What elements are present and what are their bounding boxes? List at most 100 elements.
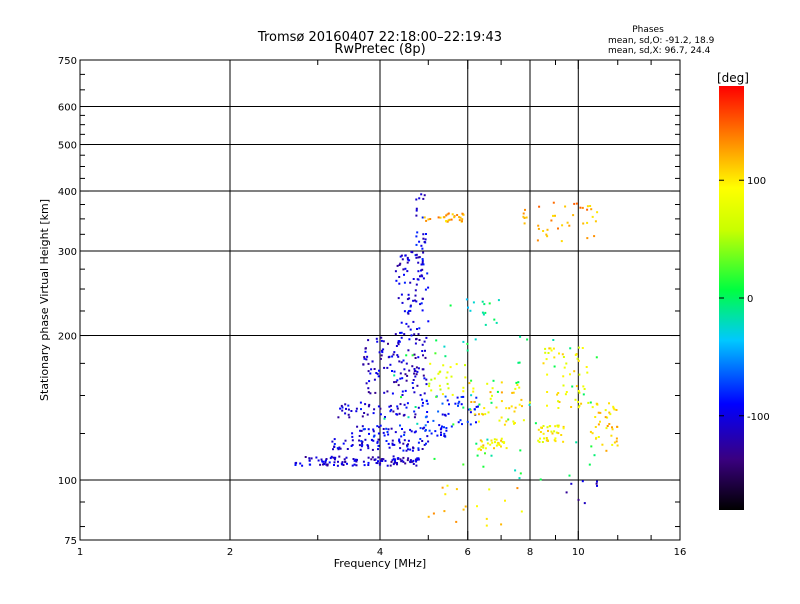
data-point — [505, 407, 508, 410]
data-point — [333, 438, 336, 441]
data-point — [362, 363, 365, 366]
data-point — [550, 430, 553, 433]
data-point — [405, 379, 408, 382]
data-point — [398, 282, 401, 285]
data-point — [500, 439, 503, 442]
data-point — [481, 300, 484, 303]
data-point — [419, 275, 421, 278]
data-point — [420, 269, 422, 272]
data-point — [439, 370, 442, 373]
data-point — [422, 263, 425, 266]
data-point — [367, 339, 370, 342]
data-point — [404, 267, 407, 270]
data-point — [393, 370, 396, 373]
data-point — [562, 356, 565, 358]
data-point — [370, 458, 373, 461]
data-point — [409, 428, 412, 431]
data-point — [413, 372, 416, 375]
data-point — [359, 448, 362, 451]
data-point — [343, 458, 346, 461]
data-point — [596, 480, 598, 483]
data-point — [537, 428, 540, 431]
data-point — [321, 460, 324, 463]
data-point — [391, 355, 394, 358]
data-point — [573, 370, 576, 373]
data-point — [417, 406, 420, 409]
data-point — [421, 247, 424, 250]
data-point — [428, 429, 431, 432]
data-point — [389, 464, 392, 467]
data-point — [457, 421, 460, 424]
data-point — [376, 440, 379, 443]
data-point — [426, 402, 429, 405]
data-point — [421, 448, 424, 450]
data-point — [582, 385, 585, 388]
data-point — [426, 420, 429, 423]
data-point — [398, 360, 401, 363]
data-point — [501, 440, 504, 443]
data-point — [333, 458, 336, 461]
data-point — [589, 430, 592, 433]
data-point — [380, 336, 383, 339]
x-tick-label: 1 — [77, 547, 83, 558]
data-point — [378, 351, 381, 354]
data-point — [542, 230, 545, 232]
data-point — [392, 458, 395, 461]
data-point — [443, 426, 445, 429]
data-point — [404, 462, 407, 465]
data-point — [403, 333, 406, 336]
y-tick-label: 200 — [58, 332, 77, 343]
data-point — [611, 428, 614, 431]
data-point — [473, 413, 476, 416]
data-point — [561, 224, 564, 227]
data-point — [405, 406, 408, 409]
data-point — [361, 415, 364, 418]
data-point — [449, 366, 452, 369]
data-point — [416, 458, 419, 461]
data-point — [367, 405, 370, 408]
data-point — [495, 438, 498, 441]
data-point — [344, 460, 347, 463]
data-point — [355, 464, 358, 467]
data-point — [427, 515, 430, 518]
data-point — [378, 426, 381, 429]
data-point — [418, 197, 421, 200]
data-point — [415, 460, 418, 463]
data-point — [518, 403, 521, 406]
data-point — [406, 402, 409, 405]
data-point — [382, 340, 385, 343]
data-point — [558, 352, 560, 355]
data-point — [398, 439, 401, 442]
data-point — [606, 425, 609, 427]
data-point — [356, 458, 358, 461]
data-point — [460, 396, 463, 398]
data-point — [399, 424, 401, 427]
data-point — [428, 382, 431, 385]
data-point — [557, 407, 560, 409]
data-point — [398, 340, 401, 343]
data-point — [386, 366, 389, 369]
data-point — [558, 401, 561, 403]
data-point — [552, 214, 554, 217]
data-point — [351, 464, 354, 467]
data-point — [377, 375, 380, 378]
data-point — [504, 499, 506, 502]
data-point — [372, 412, 375, 415]
data-point — [427, 320, 430, 323]
data-point — [575, 202, 578, 205]
colorbar-tick-label: 100 — [747, 176, 766, 187]
data-point — [517, 381, 520, 384]
data-point — [395, 462, 398, 465]
data-point — [323, 463, 326, 466]
data-point — [325, 458, 328, 460]
data-point — [403, 434, 406, 436]
data-point — [500, 391, 503, 394]
data-point — [408, 369, 411, 372]
data-point — [562, 384, 565, 387]
data-point — [414, 413, 417, 416]
data-point — [356, 425, 359, 428]
data-point — [422, 277, 425, 280]
data-point — [500, 437, 503, 440]
data-point — [470, 401, 473, 403]
data-point — [398, 438, 401, 441]
